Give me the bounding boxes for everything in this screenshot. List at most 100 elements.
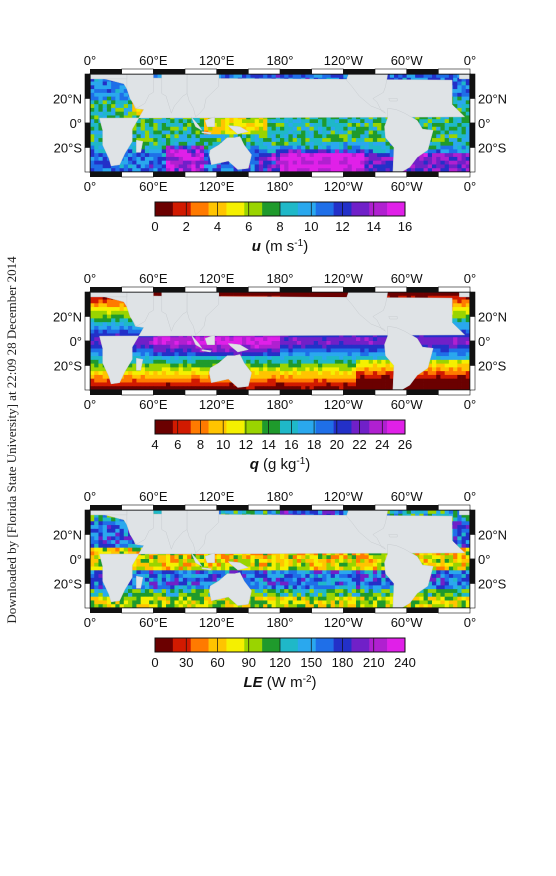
colorbar-segment: [226, 638, 245, 652]
lon-label-top: 60°E: [139, 489, 168, 504]
colorbar-tick-label: 20: [330, 437, 344, 452]
lat-label-right: 20°S: [478, 141, 507, 156]
lon-label-bottom: 60°E: [139, 615, 168, 630]
land-mass: [126, 74, 154, 109]
lon-label-top: 120°W: [324, 489, 364, 504]
lon-label-bottom: 120°E: [199, 397, 235, 412]
colorbar-segment: [172, 202, 192, 216]
lon-label-top: 180°: [267, 271, 294, 286]
lon-label-top: 60°W: [391, 271, 424, 286]
land-mass: [227, 343, 249, 353]
lat-label-left: 20°N: [53, 310, 82, 325]
lon-label-bottom: 60°W: [391, 397, 424, 412]
lon-label-top: 0°: [84, 271, 96, 286]
land-mass: [209, 572, 252, 606]
lon-label-top: 120°E: [199, 489, 235, 504]
colorbar-segment: [244, 638, 263, 652]
lon-label-bottom: 60°W: [391, 615, 424, 630]
land-mass: [186, 292, 220, 336]
lon-label-bottom: 120°W: [324, 179, 364, 194]
lat-label-right: 20°N: [478, 310, 507, 325]
land-mass: [186, 74, 220, 118]
land-mass: [201, 349, 212, 353]
colorbar-tick-label: 12: [239, 437, 253, 452]
lon-label-top: 120°E: [199, 271, 235, 286]
colorbar-tick-label: 4: [151, 437, 158, 452]
colorbar-tick-label: 16: [284, 437, 298, 452]
colorbar-tick-label: 8: [197, 437, 204, 452]
colorbar: [154, 419, 406, 435]
lon-label-bottom: 120°E: [199, 179, 235, 194]
variable-label: LE (W m-2): [243, 674, 316, 692]
colorbar-segment: [262, 202, 281, 216]
colorbar-segment: [280, 638, 299, 652]
colorbar-tick-label: 8: [276, 219, 283, 234]
colorbar-tick-label: 2: [183, 219, 190, 234]
lon-label-top: 60°E: [139, 53, 168, 68]
lat-label-left: 20°N: [53, 528, 82, 543]
lon-label-bottom: 180°: [267, 615, 294, 630]
colorbar-tick-label: 10: [304, 219, 318, 234]
colorbar-segment: [226, 420, 245, 434]
colorbar-segment: [351, 202, 370, 216]
land-mass: [191, 116, 203, 131]
lon-label-top: 60°E: [139, 271, 168, 286]
colorbar-tick-label: 24: [375, 437, 389, 452]
land-mass: [346, 74, 388, 114]
lat-label-right: 20°S: [478, 359, 507, 374]
colorbar-tick-label: 26: [398, 437, 412, 452]
lat-label-left: 0°: [70, 116, 82, 131]
land-mass: [161, 74, 188, 114]
colorbar-segment: [315, 202, 334, 216]
download-note: Downloaded by [Florida State University]…: [0, 0, 22, 876]
lon-label-top: 120°E: [199, 53, 235, 68]
lon-label-bottom: 180°: [267, 179, 294, 194]
map-field: [90, 292, 470, 390]
colorbar-segment: [155, 638, 174, 652]
colorbar-tick-label: 120: [269, 655, 291, 670]
lon-label-top: 0°: [464, 489, 476, 504]
map-field: [90, 74, 470, 172]
lon-label-top: 60°W: [391, 489, 424, 504]
lon-label-bottom: 60°W: [391, 179, 424, 194]
lon-label-bottom: 0°: [464, 179, 476, 194]
map-panel-q: 0° 0° 60°E 60°E 120°E 120°E 180° 180° 120°W 120°W…: [40, 270, 520, 485]
lon-label-bottom: 120°W: [324, 397, 364, 412]
colorbar-tick-label: 6: [245, 219, 252, 234]
land-mass: [204, 116, 215, 127]
colorbar-tick-label: 14: [367, 219, 381, 234]
lat-label-left: 0°: [70, 334, 82, 349]
colorbar-tick-label: 240: [394, 655, 416, 670]
colorbar-tick-label: 150: [300, 655, 322, 670]
colorbar-segment: [369, 202, 388, 216]
land-mass: [388, 316, 398, 320]
lon-label-top: 0°: [464, 271, 476, 286]
land-mass: [388, 98, 398, 102]
map-panel-u-svg: 0° 0° 60°E 60°E 120°E 120°E 180° 180° 120°W 120°W…: [53, 53, 507, 255]
colorbar-segment: [262, 420, 281, 434]
land-mass: [136, 575, 144, 589]
colorbar-segment: [262, 638, 281, 652]
colorbar-segment: [172, 420, 192, 434]
colorbar-segment: [297, 202, 317, 216]
lat-label-right: 20°N: [478, 528, 507, 543]
colorbar-tick-label: 6: [174, 437, 181, 452]
colorbar-segment: [190, 420, 209, 434]
colorbar-segment: [315, 638, 334, 652]
colorbar-tick-label: 90: [242, 655, 256, 670]
lat-label-left: 20°S: [54, 141, 83, 156]
colorbar-tick-label: 60: [210, 655, 224, 670]
land-mass: [201, 131, 212, 135]
lat-label-left: 20°S: [54, 577, 83, 592]
lon-label-top: 180°: [267, 489, 294, 504]
colorbar-tick-label: 12: [335, 219, 349, 234]
land-mass: [459, 74, 470, 80]
lon-label-top: 120°W: [324, 53, 364, 68]
colorbar-segment: [280, 202, 299, 216]
colorbar-tick-label: 0: [151, 219, 158, 234]
land-mass: [384, 544, 434, 608]
land-mass: [204, 334, 215, 345]
colorbar-segment: [369, 420, 388, 434]
colorbar-segment: [387, 638, 406, 652]
lon-label-bottom: 0°: [84, 615, 96, 630]
